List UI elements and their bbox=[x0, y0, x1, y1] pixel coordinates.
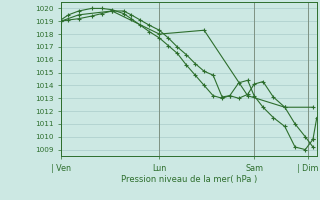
X-axis label: Pression niveau de la mer( hPa ): Pression niveau de la mer( hPa ) bbox=[121, 175, 257, 184]
